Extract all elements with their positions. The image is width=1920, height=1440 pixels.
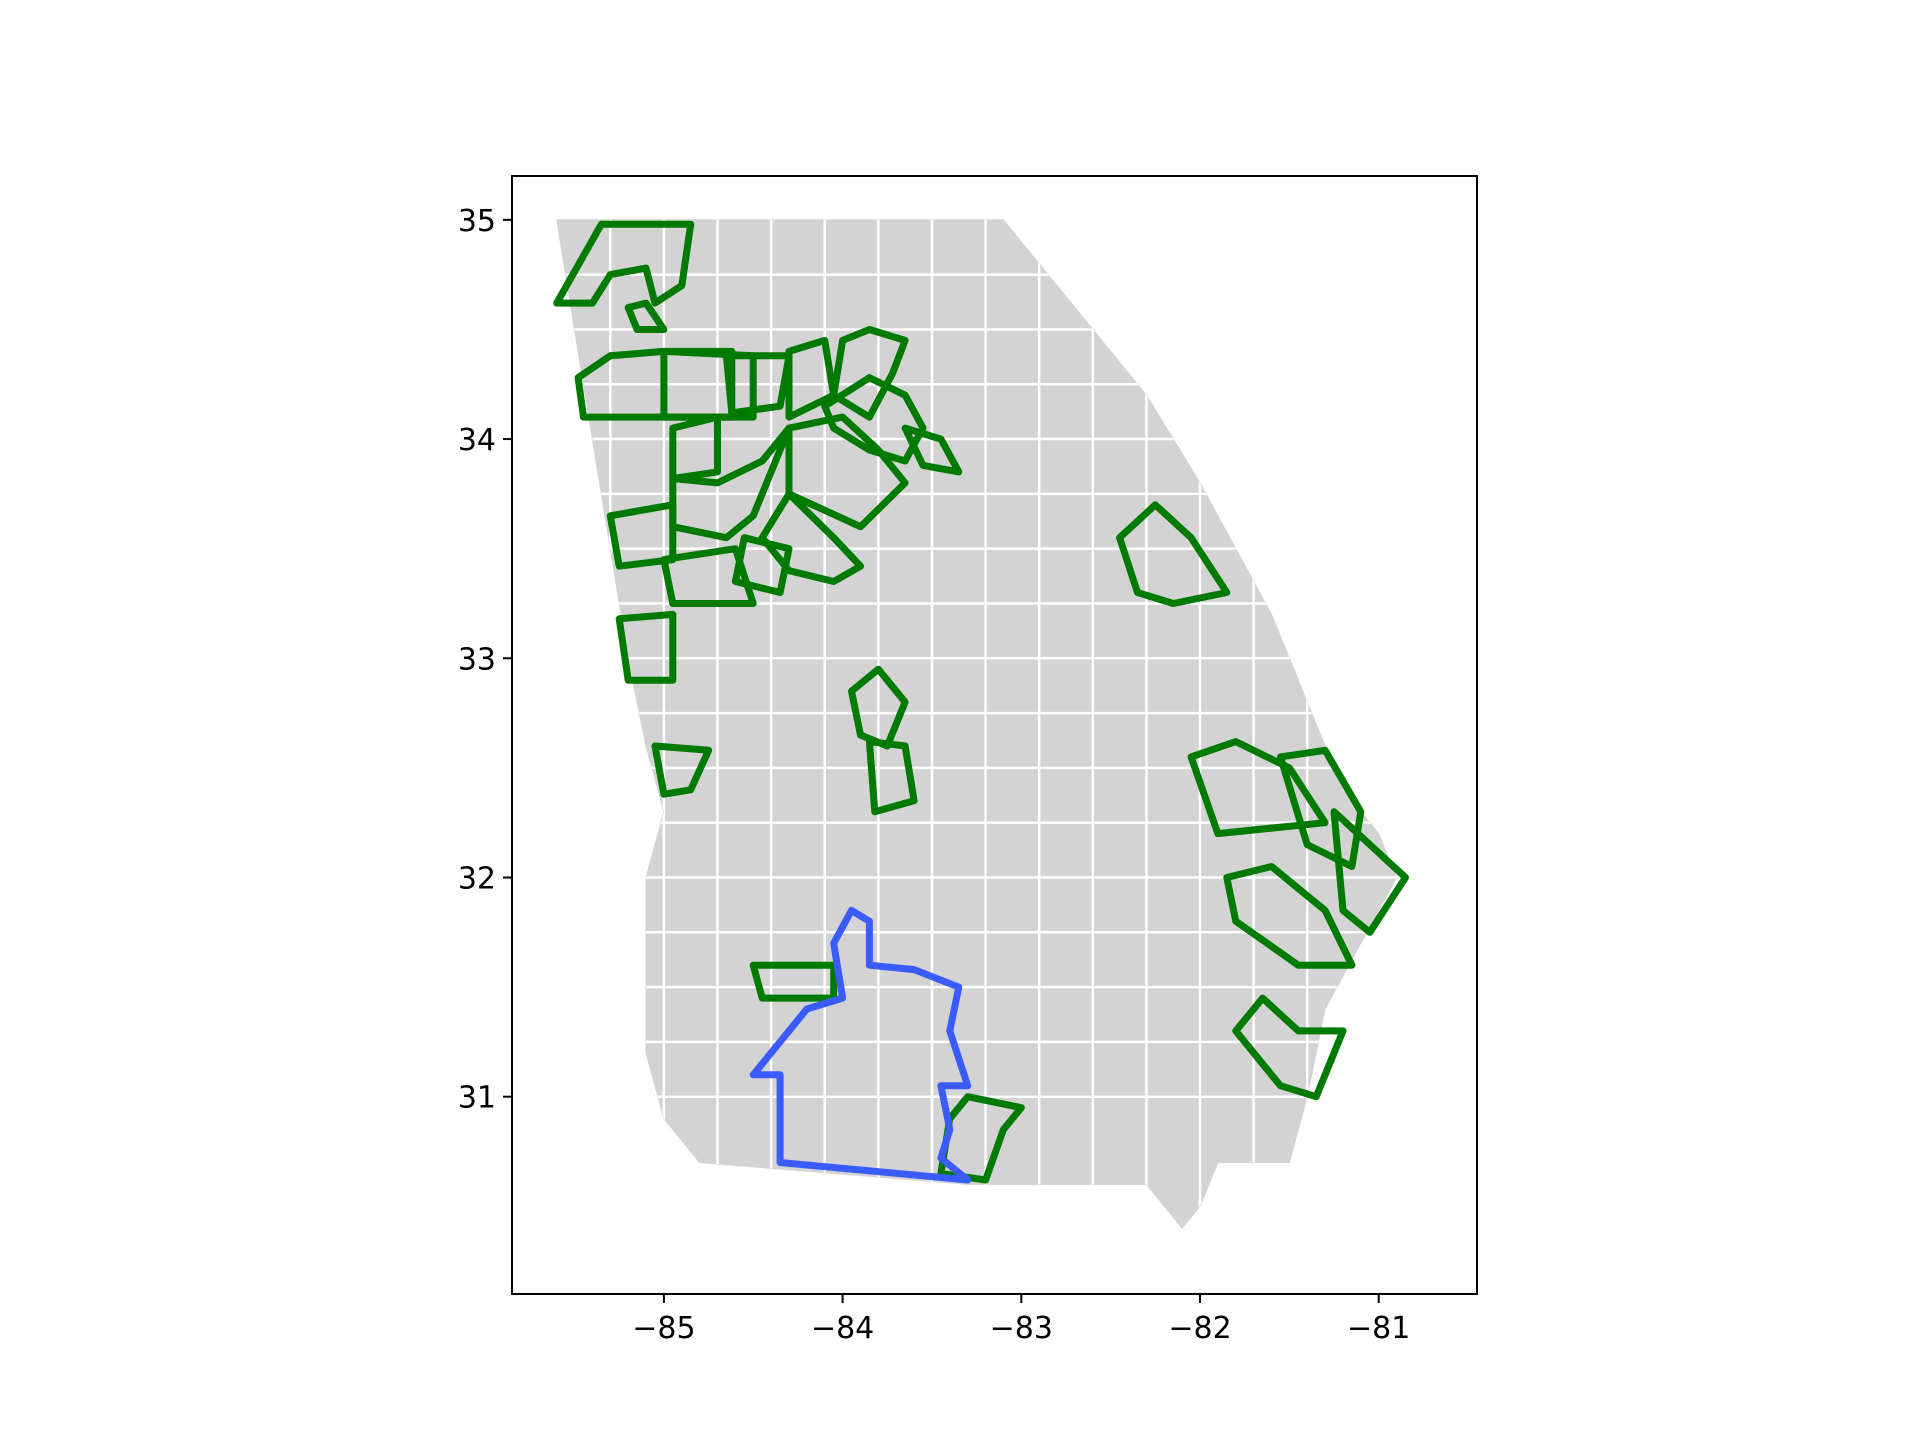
green-region-outline [574,347,757,421]
plot-area [553,219,1409,1229]
green-region-outline [669,424,793,542]
y-tick-label: 33 [458,642,496,677]
y-axis: 35 34 33 32 31 [458,204,512,1116]
green-region-outline [553,220,695,307]
axes-frame [511,175,1478,1295]
green-region-outline [722,352,793,417]
green-region-outline [865,738,918,816]
y-tick-label: 35 [458,204,496,239]
green-region-outline [1232,994,1347,1101]
state-land [556,219,1398,1229]
green-region-outline [830,326,909,421]
x-axis: −85 −84 −83 −82 −81 [632,1294,1410,1346]
green-region-outline [1187,738,1329,838]
green-region-outline [669,413,721,482]
x-tick-label: −81 [1347,1311,1410,1346]
green-region-outline [1116,501,1231,607]
x-tick-label: −84 [811,1311,874,1346]
green-region-outline [1276,746,1365,870]
green-region-outline [1223,863,1356,969]
green-outlined-regions [553,220,1409,1184]
y-tick-label: 34 [458,423,496,458]
green-region-outline [901,424,963,476]
x-tick-label: −85 [632,1311,695,1346]
green-region-outline [615,610,677,684]
blue-region-outline [749,906,972,1184]
x-tick-label: −83 [990,1311,1053,1346]
green-region-outline [848,665,909,750]
green-region-outline [651,742,713,798]
y-tick-label: 31 [458,1081,496,1116]
green-region-outline [624,299,668,333]
green-region-outline [1330,808,1409,936]
x-tick-label: −82 [1168,1311,1231,1346]
green-region-outline [660,545,757,607]
state-shape [556,219,1398,1229]
blue-outlined-region [749,906,972,1184]
y-tick-label: 32 [458,861,496,896]
green-region-outline [660,347,736,421]
green-region-outline [758,490,864,585]
